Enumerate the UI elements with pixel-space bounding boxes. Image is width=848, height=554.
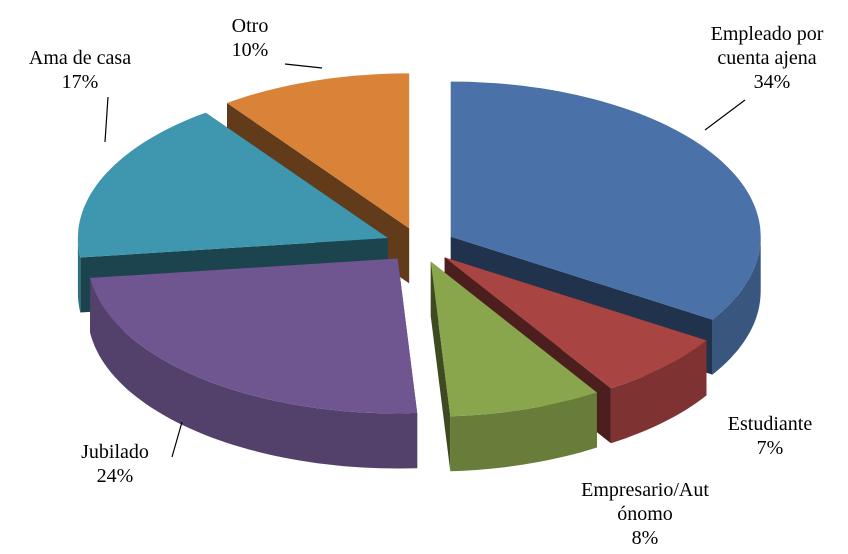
leader-line <box>104 96 109 143</box>
slice-wall <box>712 236 761 375</box>
slice-wall <box>77 238 81 313</box>
slice-wall <box>610 340 707 444</box>
slice <box>77 112 388 258</box>
slice <box>227 73 410 229</box>
slice-label: Empresario/Autónomo 8% <box>578 478 712 550</box>
label-value: 10% <box>231 39 269 61</box>
slice-wall <box>90 277 418 469</box>
slice-label: Empleado por cuenta ajena 34% <box>682 22 848 94</box>
label-name: Empresario/Autónomo <box>581 479 709 525</box>
slices <box>77 73 761 472</box>
label-value: 8% <box>631 527 659 549</box>
slice <box>450 81 761 320</box>
slice <box>90 258 418 414</box>
label-value: 34% <box>753 71 791 93</box>
slice-label: Estudiante 7% <box>700 412 840 460</box>
label-value: 7% <box>756 437 784 459</box>
leader-line <box>704 99 746 131</box>
slice-label: Ama de casa 17% <box>10 46 150 94</box>
leader-line <box>171 421 183 458</box>
label-name: Ama de casa <box>28 47 132 69</box>
label-name: Jubilado <box>81 441 149 463</box>
slice-wall <box>450 392 597 472</box>
label-name: Estudiante <box>727 413 813 435</box>
slice-side <box>430 261 451 472</box>
slice <box>444 257 707 389</box>
slice-label: Otro 10% <box>210 14 290 62</box>
label-value: 17% <box>61 71 99 93</box>
leader-line <box>284 63 323 69</box>
label-value: 24% <box>96 465 134 487</box>
label-name: Otro <box>231 15 269 37</box>
slice-label: Jubilado 24% <box>60 440 170 488</box>
label-name: Empleado por cuenta ajena <box>710 23 824 69</box>
slice <box>430 261 597 417</box>
